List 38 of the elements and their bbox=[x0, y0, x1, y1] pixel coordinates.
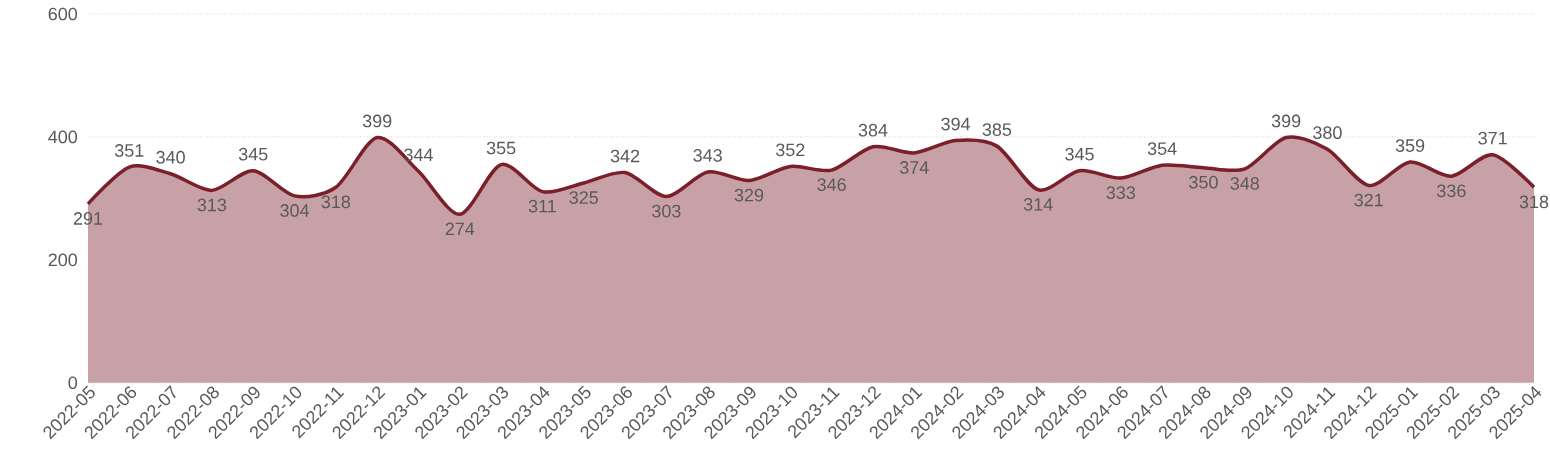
data-label: 291 bbox=[73, 212, 103, 225]
data-label: 348 bbox=[1230, 177, 1260, 190]
data-label: 359 bbox=[1395, 139, 1425, 153]
data-label: 343 bbox=[693, 149, 722, 162]
data-label: 344 bbox=[404, 148, 433, 162]
data-label: 333 bbox=[1106, 186, 1136, 200]
data-label: 311 bbox=[528, 199, 556, 213]
data-label: 303 bbox=[652, 204, 681, 218]
data-label: 336 bbox=[1437, 184, 1466, 198]
data-label: 313 bbox=[197, 198, 227, 212]
data-label: 342 bbox=[610, 149, 640, 163]
data-label: 345 bbox=[238, 147, 268, 161]
data-label: 380 bbox=[1313, 126, 1342, 140]
data-label: 314 bbox=[1023, 198, 1053, 211]
data-label: 329 bbox=[734, 188, 764, 202]
data-label: 399 bbox=[1271, 114, 1301, 128]
y-tick-label: 600 bbox=[48, 7, 78, 21]
data-label: 346 bbox=[817, 178, 846, 192]
data-label: 385 bbox=[982, 123, 1012, 137]
data-label: 352 bbox=[776, 143, 805, 157]
data-label: 399 bbox=[362, 114, 392, 128]
data-label: 355 bbox=[486, 141, 516, 155]
y-tick-label: 200 bbox=[48, 253, 78, 267]
data-label: 354 bbox=[1147, 142, 1177, 156]
data-label: 340 bbox=[156, 151, 185, 164]
data-label: 318 bbox=[321, 195, 351, 209]
data-label: 345 bbox=[1065, 147, 1094, 161]
data-label: 350 bbox=[1189, 175, 1218, 189]
data-label: 325 bbox=[569, 191, 598, 205]
data-label: 274 bbox=[445, 222, 475, 236]
data-label: 371 bbox=[1478, 131, 1507, 145]
data-label: 351 bbox=[114, 144, 144, 157]
data-label: 394 bbox=[941, 117, 971, 131]
y-tick-label: 400 bbox=[48, 130, 78, 144]
data-label: 374 bbox=[899, 161, 929, 174]
data-label: 384 bbox=[858, 123, 888, 137]
data-label: 321 bbox=[1354, 193, 1383, 207]
data-label: 304 bbox=[280, 204, 310, 217]
